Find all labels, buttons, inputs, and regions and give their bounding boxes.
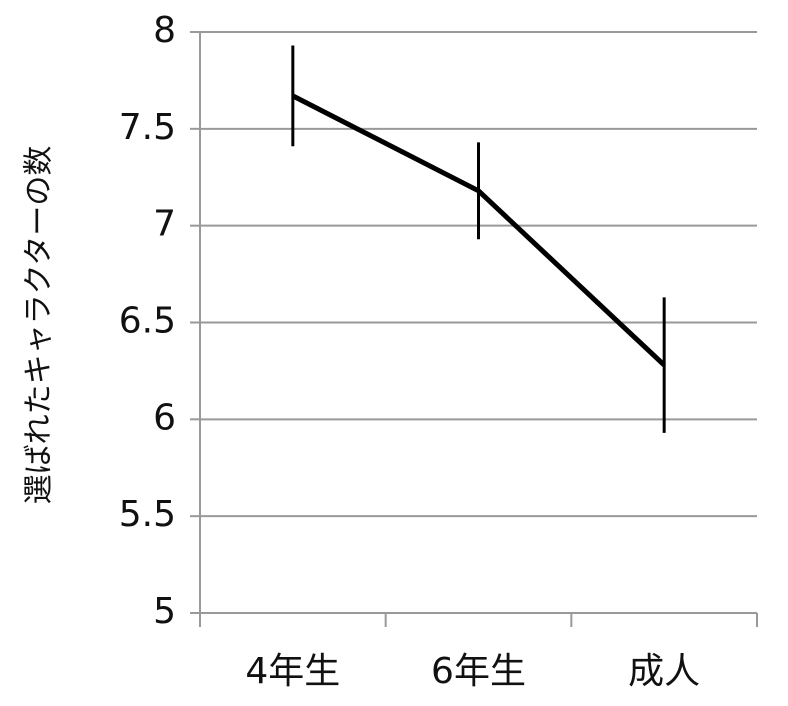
y-tick-label: 7 xyxy=(153,204,176,245)
x-tick-label: 成人 xyxy=(628,651,700,692)
y-tick-label: 6.5 xyxy=(119,301,176,342)
y-tick-label: 6 xyxy=(153,397,176,438)
y-axis-label: 選ばれたキャラクターの数 xyxy=(22,146,57,505)
y-tick-label: 5.5 xyxy=(119,494,176,535)
x-tick-label: 4年生 xyxy=(245,651,340,692)
y-tick-label: 8 xyxy=(153,10,176,51)
y-tick-label: 5 xyxy=(153,591,176,632)
y-tick-label: 7.5 xyxy=(119,107,176,148)
x-tick-label: 6年生 xyxy=(431,651,526,692)
